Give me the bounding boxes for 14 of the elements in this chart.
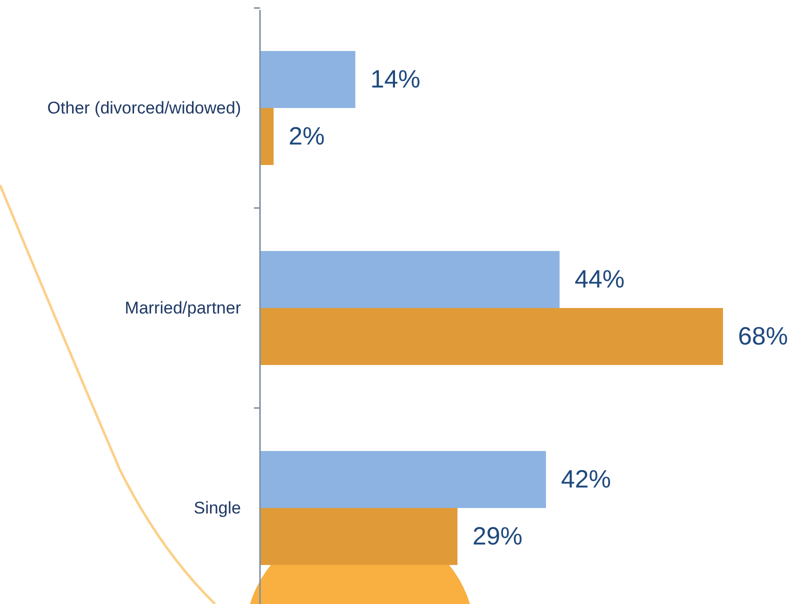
y-tick-label: Other (divorced/widowed) — [47, 98, 241, 118]
y-tick-label: Married/partner — [124, 298, 242, 318]
bar — [260, 451, 546, 508]
y-tick-label: Single — [194, 498, 241, 518]
bar — [260, 251, 560, 308]
bar — [260, 51, 356, 108]
data-label: 29% — [472, 522, 523, 550]
data-label: 42% — [560, 466, 612, 494]
bar — [260, 108, 274, 165]
bar — [260, 308, 723, 365]
data-label: 44% — [574, 266, 625, 294]
data-label: 2% — [288, 122, 325, 150]
data-label: 14% — [370, 66, 420, 94]
data-label: 68% — [738, 322, 788, 350]
